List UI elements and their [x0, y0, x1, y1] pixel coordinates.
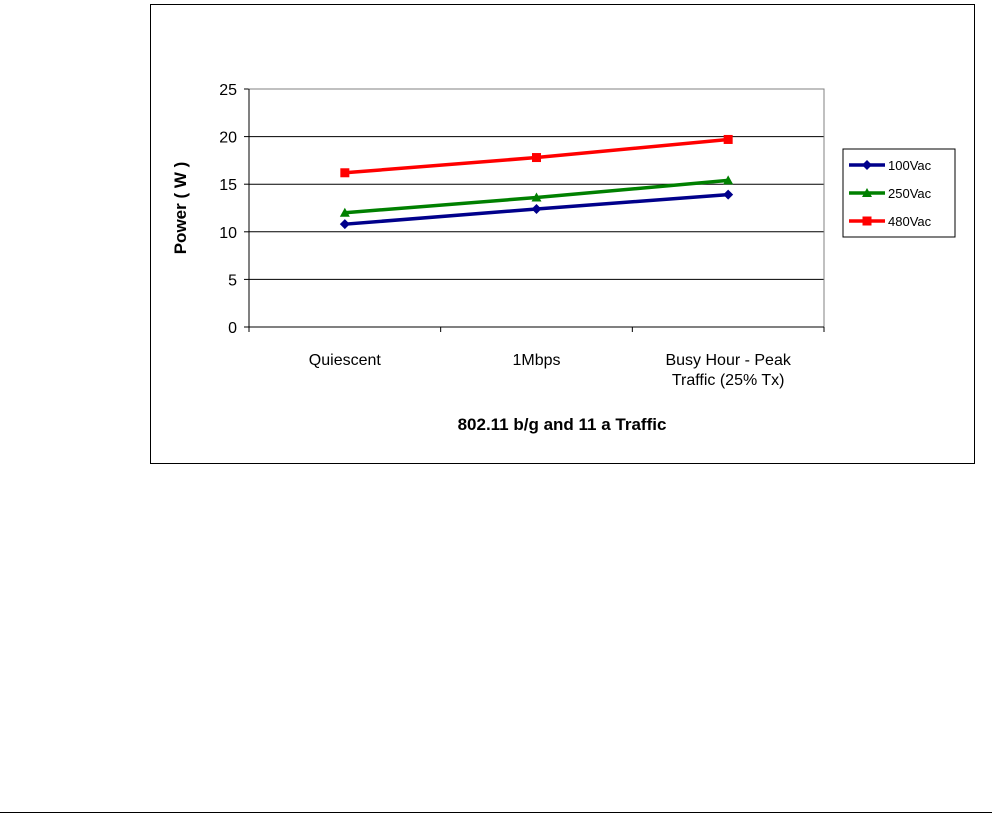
legend-marker	[862, 160, 872, 170]
data-point-480Vac	[532, 153, 541, 163]
data-point-250Vac	[339, 207, 350, 217]
y-tick-label: 10	[219, 225, 237, 242]
y-axis-title: Power ( W )	[171, 162, 190, 255]
legend-label: 250Vac	[888, 186, 932, 201]
data-point-100Vac	[531, 203, 542, 214]
y-tick-label: 25	[219, 82, 237, 99]
legend-marker	[862, 188, 872, 197]
data-point-250Vac	[531, 192, 542, 202]
x-tick-label: Quiescent	[309, 352, 382, 369]
x-axis-title: 802.11 b/g and 11 a Traffic	[458, 415, 667, 434]
data-point-100Vac	[723, 189, 734, 200]
x-tick-label: 1Mbps	[512, 352, 560, 369]
y-tick-label: 20	[219, 130, 237, 147]
data-point-480Vac	[340, 168, 350, 178]
legend-label: 100Vac	[888, 158, 932, 173]
y-tick-label: 15	[219, 177, 237, 194]
legend-marker	[862, 216, 872, 226]
data-point-480Vac	[723, 134, 733, 144]
data-point-100Vac	[339, 219, 350, 230]
chart-container: 0 5 10 15 20 25 Quiescent 1Mbps Busy Hour - Peak…	[150, 4, 975, 464]
data-point-250Vac	[723, 175, 734, 185]
x-tick-label: Busy Hour - Peak Traffic (25% Tx)	[665, 352, 791, 389]
page-bottom-rule	[0, 812, 992, 813]
y-tick-label: 0	[228, 320, 237, 337]
y-tick-label: 5	[228, 272, 237, 289]
legend-label: 480Vac	[888, 214, 932, 229]
line-chart: 0 5 10 15 20 25 Quiescent 1Mbps Busy Hour - Peak…	[171, 82, 956, 434]
